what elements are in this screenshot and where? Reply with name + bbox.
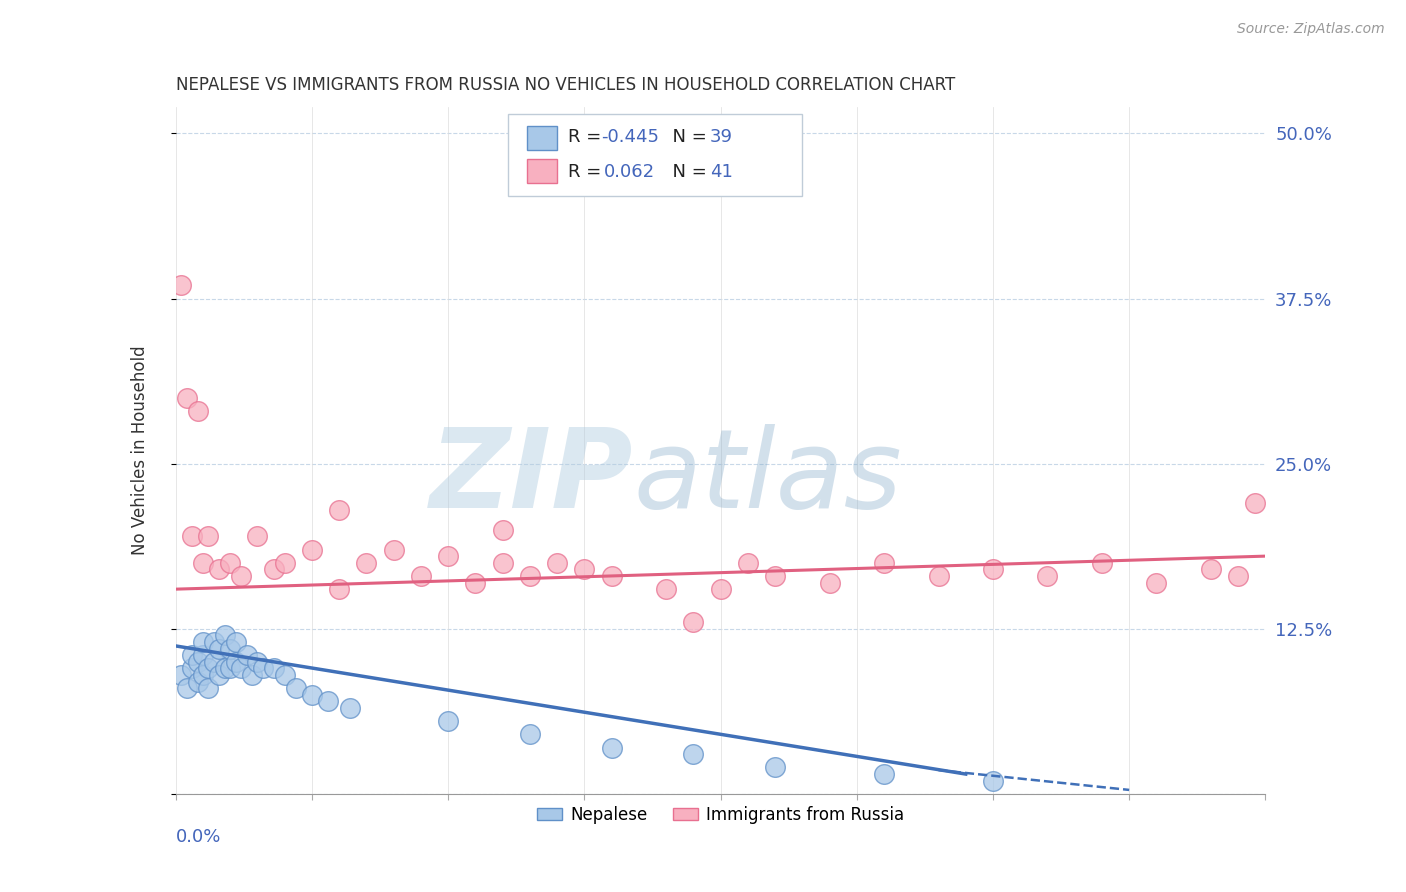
Point (328, 582, 350, 596)
Point (284, 681, 307, 696)
FancyBboxPatch shape (508, 114, 803, 196)
Point (682, 615, 704, 630)
Point (464, 575, 486, 590)
Point (263, 661, 285, 675)
Point (655, 582, 678, 596)
Point (737, 556, 759, 570)
Point (202, 655, 225, 669)
Point (600, 740, 623, 755)
Point (600, 569, 623, 583)
Y-axis label: No Vehicles in Household: No Vehicles in Household (131, 345, 149, 556)
Point (219, 556, 242, 570)
Point (301, 688, 323, 702)
Point (235, 648, 257, 663)
Point (246, 529, 269, 543)
Point (225, 635, 247, 649)
Point (274, 668, 297, 682)
Point (682, 747, 704, 762)
Point (339, 701, 361, 715)
Point (186, 404, 209, 418)
Point (519, 569, 541, 583)
Point (191, 635, 214, 649)
Text: ZIP: ZIP (430, 425, 633, 532)
Point (492, 523, 515, 537)
Text: R =: R = (568, 128, 607, 145)
Point (186, 674, 209, 689)
Point (208, 641, 231, 656)
Point (181, 661, 204, 675)
Point (1091, 556, 1114, 570)
Point (546, 556, 568, 570)
Legend: Nepalese, Immigrants from Russia: Nepalese, Immigrants from Russia (530, 799, 911, 830)
Point (225, 655, 247, 669)
Text: 0.062: 0.062 (605, 163, 655, 181)
Point (873, 767, 896, 781)
Point (191, 556, 214, 570)
Point (981, 773, 1004, 788)
Point (492, 556, 515, 570)
Point (710, 582, 733, 596)
Point (176, 391, 198, 405)
Point (186, 655, 209, 669)
Point (197, 529, 219, 543)
Point (409, 569, 432, 583)
Point (197, 681, 219, 696)
Point (219, 661, 242, 675)
Point (240, 668, 263, 682)
Text: Source: ZipAtlas.com: Source: ZipAtlas.com (1237, 22, 1385, 37)
Point (170, 668, 193, 682)
Point (818, 575, 841, 590)
Text: 39: 39 (710, 128, 733, 145)
Point (437, 714, 460, 729)
Point (191, 668, 214, 682)
Point (176, 681, 198, 696)
Text: N =: N = (661, 163, 713, 181)
Point (170, 278, 193, 293)
Point (928, 569, 950, 583)
Text: N =: N = (661, 128, 713, 145)
Text: 41: 41 (710, 163, 733, 181)
Point (231, 569, 253, 583)
Point (574, 562, 596, 576)
Point (1227, 569, 1250, 583)
Text: R =: R = (568, 163, 613, 181)
Point (252, 661, 274, 675)
Point (181, 529, 204, 543)
Point (263, 562, 285, 576)
Point (214, 661, 236, 675)
Point (1036, 569, 1059, 583)
Point (1199, 562, 1222, 576)
Point (214, 628, 236, 642)
Point (208, 562, 231, 576)
Point (231, 661, 253, 675)
Point (981, 562, 1004, 576)
Point (191, 648, 214, 663)
Text: 0.0%: 0.0% (176, 828, 221, 847)
Point (382, 542, 405, 557)
Point (246, 655, 269, 669)
Point (328, 503, 350, 517)
Point (181, 648, 204, 663)
Point (763, 569, 786, 583)
Point (1144, 575, 1167, 590)
Point (519, 727, 541, 741)
Point (202, 635, 225, 649)
Point (301, 542, 323, 557)
Point (208, 668, 231, 682)
Point (763, 760, 786, 774)
Text: NEPALESE VS IMMIGRANTS FROM RUSSIA NO VEHICLES IN HOUSEHOLD CORRELATION CHART: NEPALESE VS IMMIGRANTS FROM RUSSIA NO VE… (176, 77, 955, 95)
Point (318, 694, 340, 708)
Point (1243, 496, 1265, 510)
Point (873, 556, 896, 570)
Point (356, 556, 378, 570)
Text: atlas: atlas (633, 425, 903, 532)
Text: -0.445: -0.445 (600, 128, 659, 145)
Point (274, 556, 297, 570)
Bar (527, 126, 557, 151)
Point (437, 549, 460, 563)
Point (219, 641, 242, 656)
Point (197, 661, 219, 675)
Bar (527, 159, 557, 183)
